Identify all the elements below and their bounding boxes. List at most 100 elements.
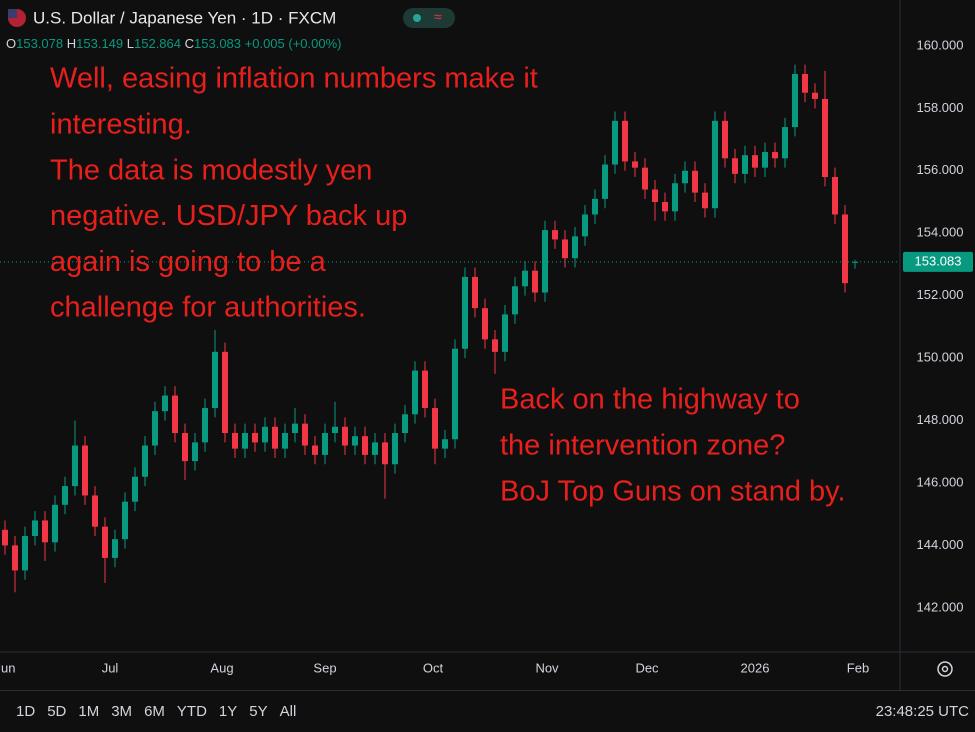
annotation-line: BoJ Top Guns on stand by.: [500, 475, 846, 507]
range-button[interactable]: YTD: [176, 703, 207, 720]
range-button[interactable]: 5D: [47, 703, 67, 720]
candle-body: [212, 351, 218, 409]
candle-body: [532, 270, 538, 293]
candle-body: [452, 348, 458, 440]
x-tick-label: Dec: [635, 660, 659, 675]
candle-body: [552, 230, 558, 240]
range-button[interactable]: 3M: [111, 703, 133, 720]
status-pill[interactable]: [403, 8, 455, 28]
candle-body: [222, 351, 228, 434]
y-tick-label: 152.000: [917, 287, 964, 302]
candle-body: [642, 167, 648, 190]
change-percent: (+0.00%): [288, 36, 341, 51]
range-button[interactable]: 5Y: [249, 703, 268, 720]
candle-body: [192, 442, 198, 462]
range-button[interactable]: 1M: [78, 703, 100, 720]
y-tick-label: 158.000: [917, 100, 964, 115]
clock: 23:48:25 UTC: [875, 703, 969, 720]
range-button[interactable]: 1D: [16, 703, 36, 720]
candle-body: [462, 276, 468, 349]
x-tick-label: 2026: [741, 660, 770, 675]
candle-body: [292, 423, 298, 434]
candle-body: [82, 445, 88, 496]
candle-body: [52, 504, 58, 543]
x-tick-label: Sep: [313, 660, 336, 675]
candle-body: [62, 486, 68, 505]
plot-area: [0, 64, 900, 593]
candle-body: [602, 164, 608, 199]
candle-body: [272, 426, 278, 449]
settings-icon[interactable]: [937, 661, 953, 677]
y-tick-label: 148.000: [917, 412, 964, 427]
range-button[interactable]: All: [279, 703, 297, 720]
symbol-title: U.S. Dollar / Japanese Yen · 1D · FXCM: [33, 8, 336, 27]
annotation-line: Well, easing inflation numbers make it: [50, 63, 538, 95]
candle-body: [512, 286, 518, 315]
annotation-line: The data is modestly yen: [50, 154, 372, 186]
candle-body: [672, 183, 678, 212]
ohlc-letter: H: [67, 36, 76, 51]
annotation-line: Back on the highway to: [500, 384, 800, 416]
last-price-label: 153.083: [915, 253, 962, 268]
change-value: +0.005: [245, 36, 285, 51]
range-button[interactable]: 1Y: [218, 703, 238, 720]
candle-body: [142, 445, 148, 477]
candle-body: [22, 536, 28, 571]
ohlc-letter: C: [185, 36, 194, 51]
range-button[interactable]: 6M: [144, 703, 165, 720]
x-tick-label: Jul: [102, 660, 119, 675]
ohlc-value: 153.078: [16, 36, 63, 51]
candle-body: [472, 276, 478, 309]
candle-body: [322, 433, 328, 455]
candle-body: [692, 170, 698, 193]
y-tick-label: 142.000: [917, 599, 964, 614]
candle-body: [612, 120, 618, 165]
candle-body: [32, 520, 38, 537]
candle-body: [702, 192, 708, 209]
chart-background: [0, 0, 975, 690]
y-tick-label: 146.000: [917, 474, 964, 489]
candle-body: [252, 433, 258, 443]
x-tick-label: Aug: [210, 660, 233, 675]
candle-body: [822, 98, 828, 178]
candle-body: [132, 476, 138, 502]
candle-body: [422, 370, 428, 409]
bottom-toolbar: 1D 5D 1M 3M 6M YTD 1Y 5Y All 23:48:25 UTC: [0, 690, 975, 732]
annotation-line: the intervention zone?: [500, 429, 785, 461]
candle-body: [372, 442, 378, 455]
ohlc-row: O153.078 H153.149 L152.864 C153.083 +0.0…: [6, 36, 342, 51]
x-tick-label: Oct: [423, 660, 444, 675]
candle-body: [812, 92, 818, 99]
ohlc-value: 152.864: [134, 36, 181, 51]
candle-body: [722, 120, 728, 159]
range-buttons: 1D 5D 1M 3M 6M YTD 1Y 5Y All: [10, 703, 302, 720]
candle-body: [732, 158, 738, 174]
candle-body: [632, 161, 638, 168]
candle-body: [2, 529, 8, 546]
candle-body: [382, 442, 388, 465]
candle-body: [802, 73, 808, 93]
candle-body: [392, 433, 398, 465]
candle-body: [712, 120, 718, 209]
candle-body: [792, 73, 798, 128]
candle-body: [42, 520, 48, 543]
candle-body: [92, 495, 98, 527]
y-tick-label: 144.000: [917, 537, 964, 552]
candle-body: [492, 339, 498, 352]
x-tick-label: Nov: [535, 660, 559, 675]
candle-body: [662, 201, 668, 212]
candle-body: [682, 170, 688, 184]
x-tick-label: Feb: [847, 660, 869, 675]
settings-icon-center: [941, 665, 949, 673]
chart: U.S. Dollar / Japanese Yen · 1D · FXCM ≈…: [0, 0, 975, 690]
candle-body: [202, 408, 208, 443]
annotation-line: interesting.: [50, 108, 192, 140]
candle-body: [652, 189, 658, 202]
candle-body: [782, 127, 788, 159]
candle-body: [542, 230, 548, 293]
candle-body: [442, 439, 448, 449]
candle-body: [262, 426, 268, 443]
candle-body: [72, 445, 78, 487]
candle-body: [302, 423, 308, 446]
candle-body: [112, 539, 118, 558]
